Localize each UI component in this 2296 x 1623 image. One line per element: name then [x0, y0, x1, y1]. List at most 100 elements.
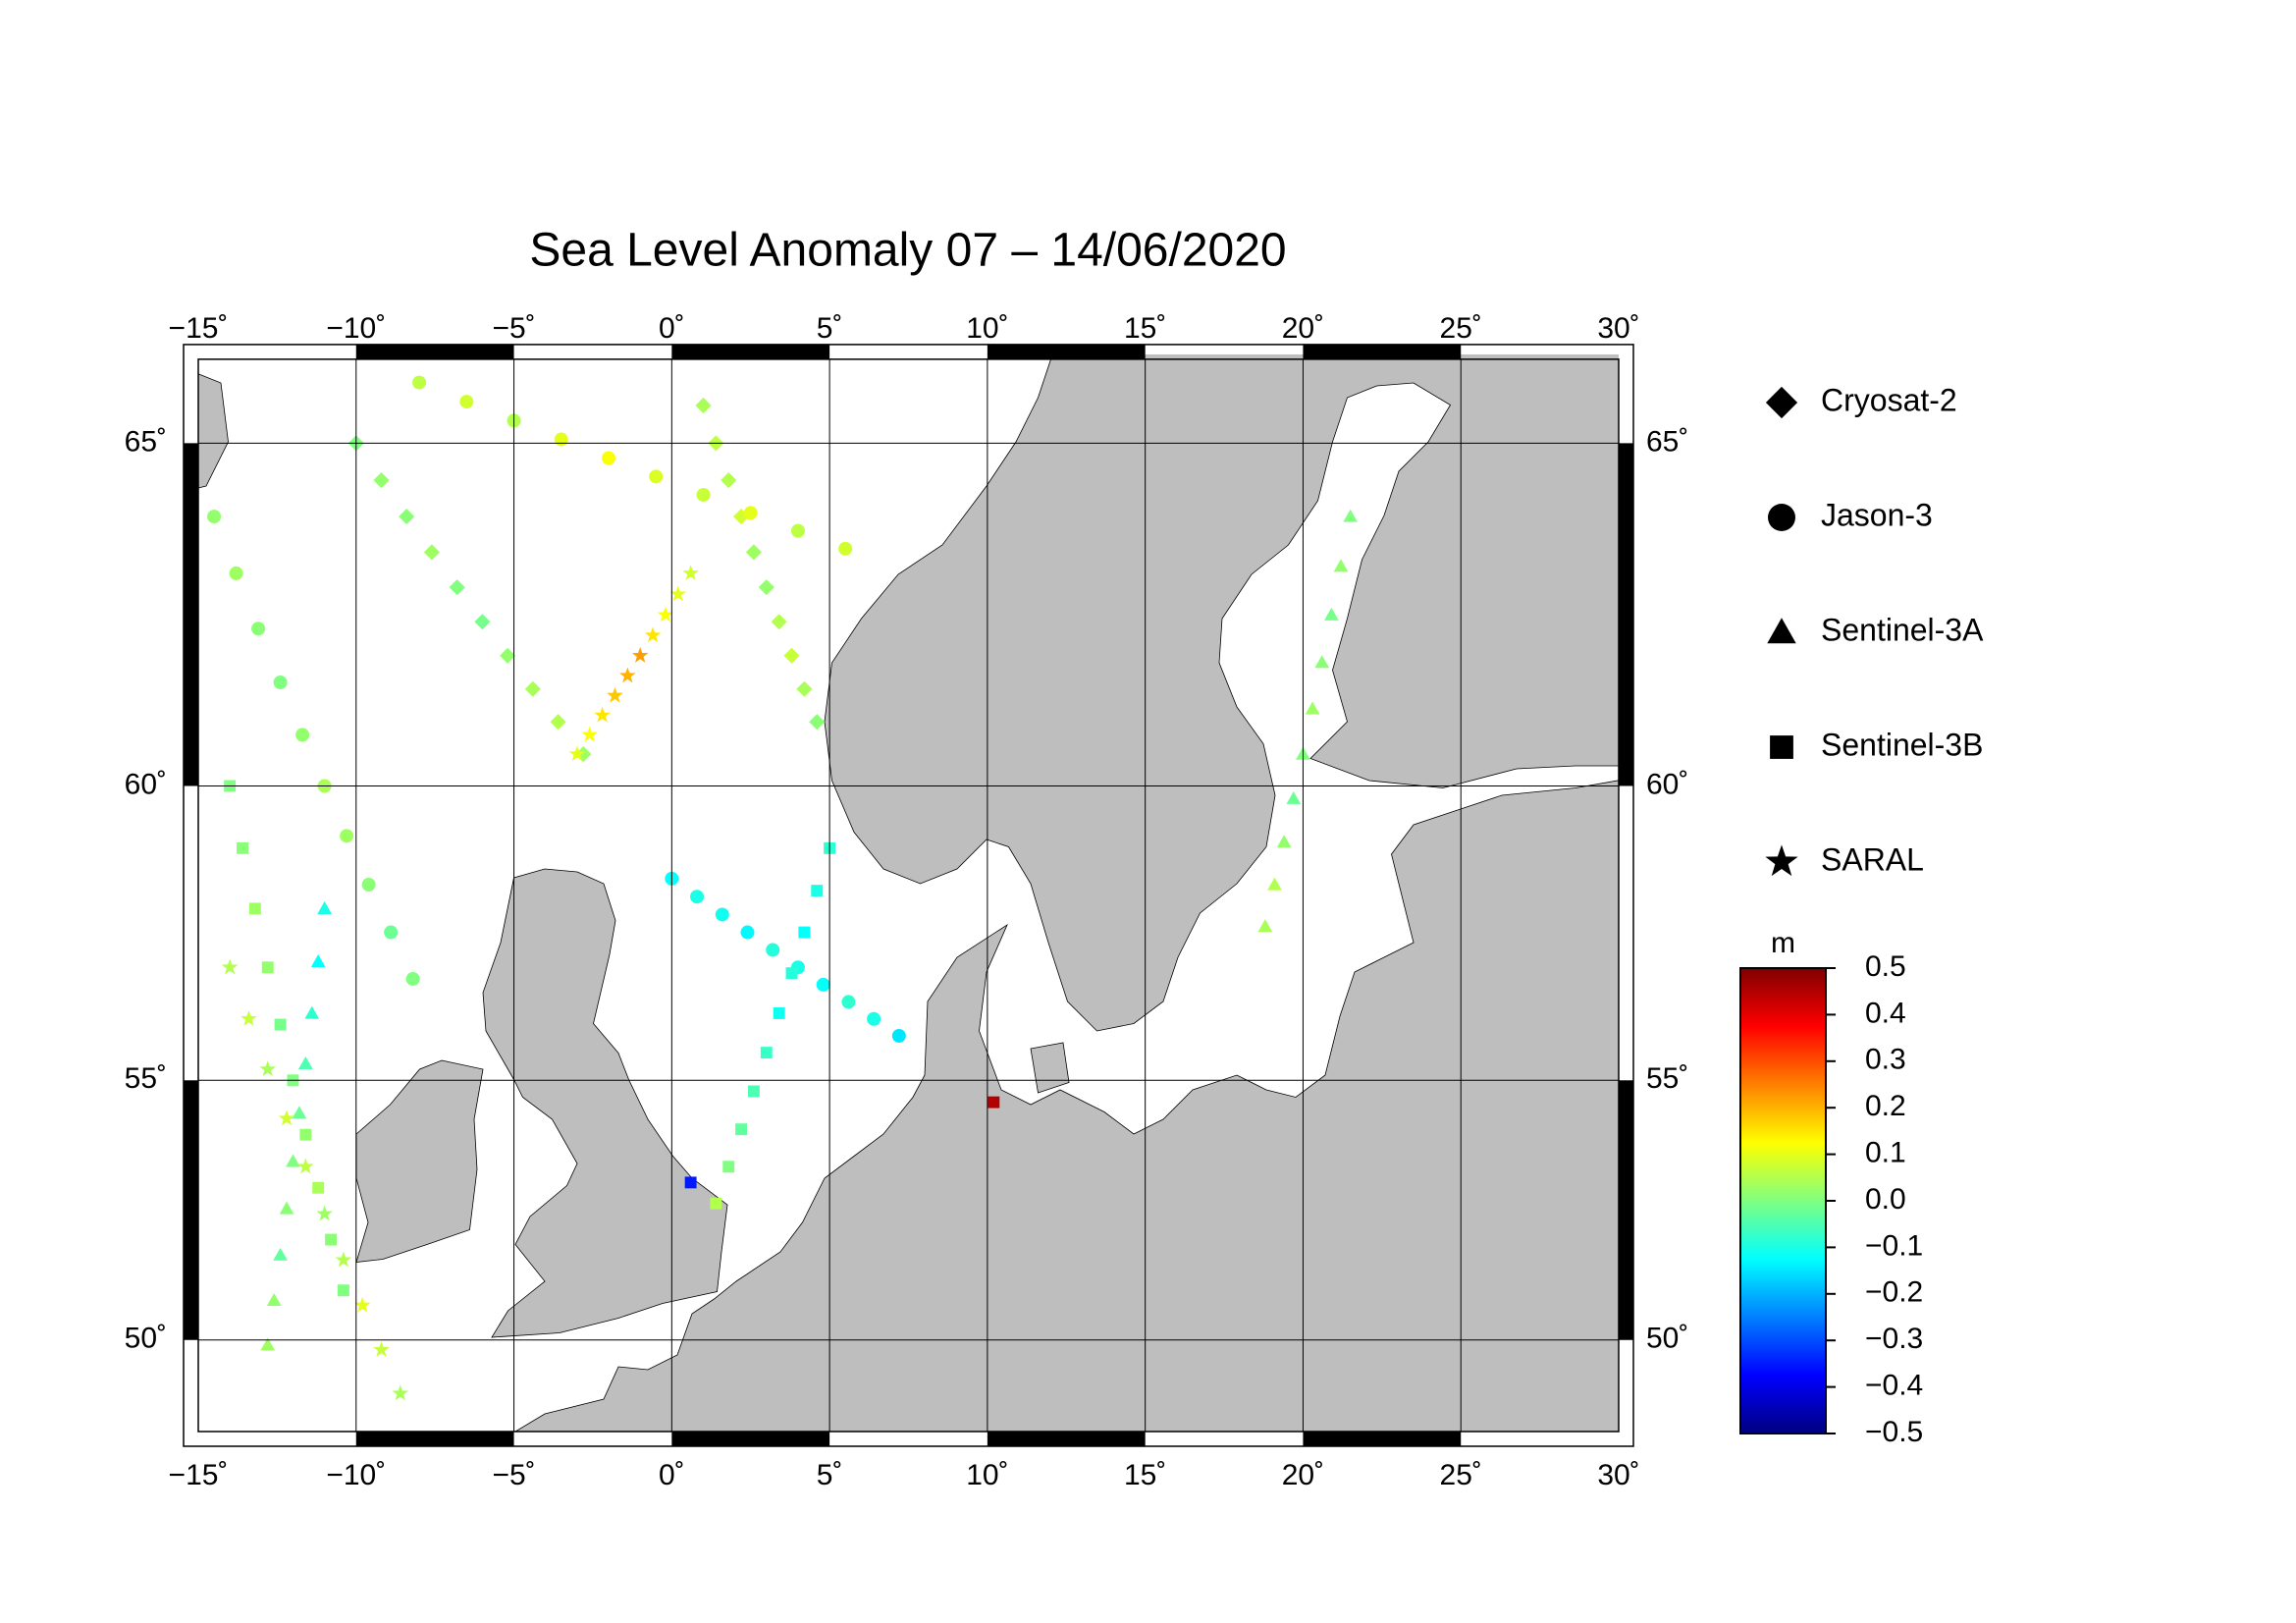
marker-circle: [740, 925, 755, 940]
marker-circle: [602, 451, 616, 465]
marker-circle: [766, 943, 780, 957]
marker-diamond: [695, 397, 712, 414]
x-tick-label: 30˚: [1597, 1459, 1639, 1491]
x-tick-label: −5˚: [492, 1459, 535, 1491]
marker-circle: [405, 972, 420, 987]
marker-square: [735, 1123, 748, 1136]
marker-circle: [715, 907, 729, 922]
marker-triangle: [1276, 835, 1292, 848]
marker-square: [237, 841, 248, 854]
marker-square: [710, 1197, 722, 1210]
marker-triangle: [297, 1056, 313, 1070]
frame-bar: [987, 1432, 1146, 1446]
marker-circle: [229, 566, 243, 580]
x-tick-label: 5˚: [817, 312, 843, 345]
marker-circle: [361, 877, 376, 892]
y-tick-label: 65˚: [125, 425, 167, 458]
marker-circle: [1768, 504, 1795, 531]
ireland: [356, 1060, 483, 1263]
marker-square: [773, 1007, 785, 1019]
marker-star: [682, 565, 699, 581]
legend-label: Cryosat-2: [1821, 382, 1957, 417]
x-tick-label: −15˚: [169, 312, 229, 345]
x-tick-label: 25˚: [1440, 1459, 1482, 1491]
marker-diamond: [423, 544, 440, 561]
marker-star: [316, 1205, 333, 1221]
colorbar-tick-label: 0.2: [1865, 1090, 1906, 1122]
marker-circle: [816, 977, 830, 992]
marker-circle: [743, 506, 758, 520]
legend-label: Sentinel-3B: [1821, 727, 1983, 762]
y-tick-label: 55˚: [1646, 1062, 1688, 1095]
y-tick-label: 65˚: [1646, 425, 1688, 458]
marker-diamond: [771, 614, 787, 630]
marker-star: [259, 1060, 277, 1077]
marker-star: [669, 585, 687, 602]
marker-circle: [841, 995, 856, 1009]
colorbar-tick-label: −0.2: [1865, 1276, 1923, 1309]
marker-circle: [207, 510, 222, 524]
marker-star: [373, 1341, 390, 1357]
colorbar-label: m: [1771, 927, 1795, 959]
marker-triangle: [286, 1154, 300, 1167]
marker-star: [594, 706, 611, 723]
marker-circle: [251, 622, 266, 636]
marker-triangle: [310, 953, 326, 967]
marker-diamond: [550, 714, 566, 730]
colorbar-tick-label: 0.4: [1865, 997, 1906, 1029]
x-tick-label: −10˚: [326, 1459, 386, 1491]
great-britain: [483, 869, 727, 1337]
x-tick-label: 0˚: [659, 312, 685, 345]
x-tick-label: 25˚: [1440, 312, 1482, 345]
marker-circle: [838, 541, 853, 556]
marker-square: [325, 1233, 338, 1246]
x-tick-label: −15˚: [169, 1459, 229, 1491]
marker-triangle: [1324, 607, 1339, 621]
colorbar-tick-label: −0.3: [1865, 1323, 1923, 1355]
marker-diamond: [809, 714, 826, 730]
y-tick-label: 60˚: [1646, 768, 1688, 800]
marker-triangle: [304, 1005, 320, 1019]
chart-title: Sea Level Anomaly 07 – 14/06/2020: [529, 225, 1286, 277]
colorbar-tick-label: 0.3: [1865, 1044, 1906, 1076]
frame-bar: [355, 1432, 514, 1446]
marker-triangle: [1286, 790, 1302, 804]
frame-bar: [1619, 443, 1633, 786]
legend-label: Sentinel-3A: [1821, 612, 1984, 647]
marker-circle: [340, 829, 354, 843]
marker-star: [335, 1251, 352, 1268]
marker-diamond: [449, 579, 465, 596]
colorbar-tick-label: 0.5: [1865, 950, 1906, 983]
marker-diamond: [796, 680, 813, 697]
marker-triangle: [1305, 701, 1320, 715]
marker-star: [581, 726, 599, 742]
colorbar-tick-label: −0.1: [1865, 1229, 1923, 1262]
marker-triangle: [279, 1201, 294, 1215]
marker-square: [747, 1085, 760, 1098]
marker-star: [392, 1384, 409, 1401]
marker-diamond: [745, 544, 762, 561]
marker-triangle: [266, 1293, 282, 1307]
data-points: [207, 375, 1359, 1401]
marker-circle: [554, 432, 568, 447]
marker-square: [684, 1176, 697, 1189]
frame-bar: [1303, 344, 1462, 359]
frame-bar: [671, 1432, 830, 1446]
colorbar-tick-label: 0.0: [1865, 1183, 1906, 1216]
marker-diamond: [373, 472, 390, 489]
colorbar-tick-label: −0.5: [1865, 1416, 1923, 1448]
marker-triangle: [1267, 877, 1282, 891]
marker-diamond: [783, 647, 800, 664]
marker-square: [261, 961, 274, 974]
marker-square: [722, 1161, 735, 1173]
marker-triangle: [1257, 919, 1273, 933]
marker-circle: [459, 395, 474, 409]
marker-star: [353, 1296, 371, 1313]
marker-triangle: [273, 1247, 288, 1261]
marker-diamond: [500, 647, 516, 664]
land: [198, 354, 1619, 1432]
x-tick-label: 10˚: [966, 312, 1008, 345]
marker-diamond: [1765, 386, 1798, 419]
colorbar: [1739, 967, 1827, 1434]
x-tick-label: −10˚: [326, 312, 386, 345]
